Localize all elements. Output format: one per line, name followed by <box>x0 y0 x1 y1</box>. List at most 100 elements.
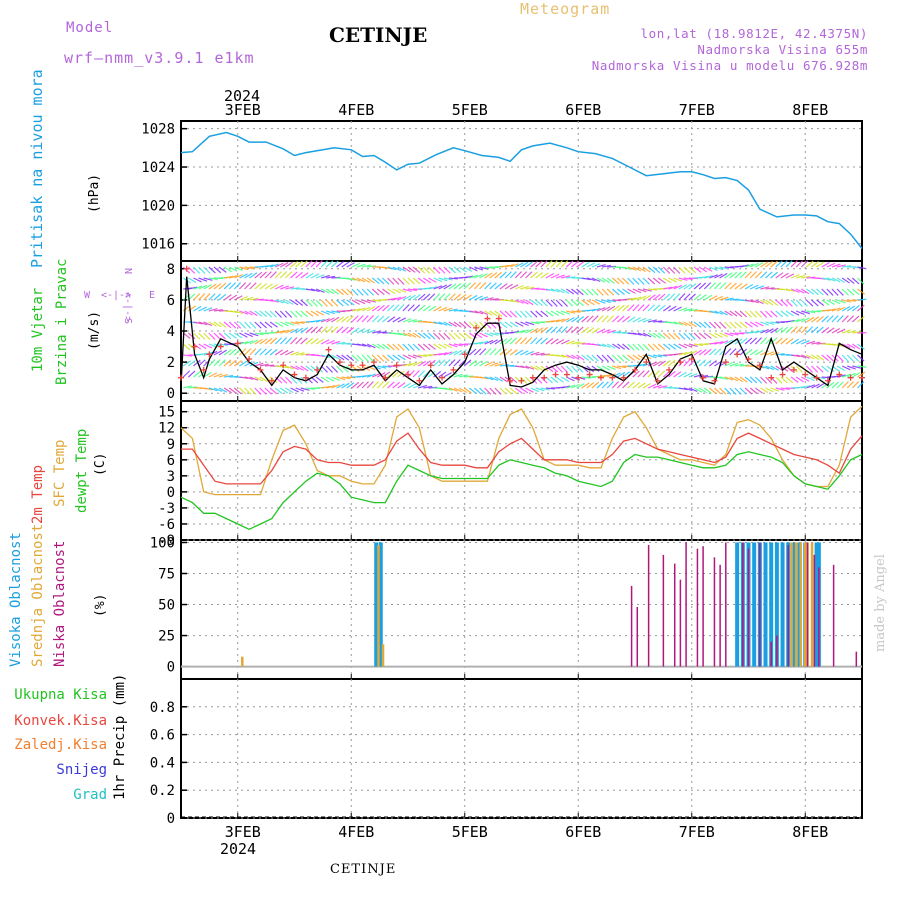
y-tick-label: -6 <box>158 517 175 533</box>
wind-barb <box>438 321 448 326</box>
wind-barb <box>739 387 747 395</box>
wind-barb <box>433 321 443 325</box>
wind-barb <box>576 261 585 268</box>
wind-barb <box>371 288 380 296</box>
model-elevation-info: Nadmorska Visina u modelu 676.928m <box>591 58 868 73</box>
wind-barb <box>274 271 282 279</box>
wind-barb <box>371 277 380 285</box>
wind-barb <box>801 310 811 315</box>
wind-barb <box>688 332 696 340</box>
wind-barb <box>443 359 451 367</box>
wind-barb <box>464 375 474 378</box>
wind-barb <box>571 299 579 307</box>
wind-barb <box>458 282 467 290</box>
wind-barb <box>739 364 749 367</box>
wind-barb <box>765 321 775 325</box>
wind-barb <box>739 271 747 279</box>
wind-barb <box>514 376 523 384</box>
wind-barb <box>565 260 574 268</box>
precip-legend: Ukupna Kisa Konvek.Kisa Zaledj.Kisa Snij… <box>14 687 107 803</box>
wind-barb <box>376 381 385 389</box>
wind-barb <box>561 385 571 389</box>
wind-barb <box>806 376 815 382</box>
wind-barb <box>729 376 739 382</box>
wind-barb <box>438 284 447 290</box>
wind-barb <box>193 285 203 290</box>
wind-barb <box>228 387 237 394</box>
wind-barb <box>504 271 512 279</box>
wind-barb <box>652 304 661 312</box>
wind-barb <box>448 293 456 301</box>
wind-barb <box>744 348 753 356</box>
wind-barb <box>780 288 790 292</box>
wind-barb <box>663 277 672 284</box>
cloud-mid-bar <box>804 542 807 667</box>
wind-barb <box>223 359 232 367</box>
y-tick-label: -3 <box>158 501 175 517</box>
wind-barb <box>397 317 407 323</box>
wind-barb <box>780 337 789 345</box>
wind-barb <box>765 365 775 371</box>
wind-barb <box>555 274 565 279</box>
wind-barb <box>714 282 722 290</box>
wind-barb <box>719 321 727 329</box>
wind-barb <box>233 321 242 329</box>
compass-s: S <box>122 318 133 324</box>
wind-barb <box>755 262 764 268</box>
wind-barb <box>305 288 315 292</box>
wind-barb <box>765 376 773 384</box>
wind-barb <box>366 329 376 334</box>
wind-barb <box>749 284 759 290</box>
wind-barb <box>336 376 346 381</box>
wind-barb <box>749 321 759 328</box>
wind-barb <box>765 351 775 356</box>
wind-barb <box>785 310 794 317</box>
wind-barb <box>755 329 765 334</box>
wind-barb <box>841 288 850 296</box>
wind-barb <box>315 288 325 293</box>
wind-gust-marker <box>473 324 480 331</box>
cloud-high-bar <box>791 542 796 667</box>
wind-barb <box>719 387 727 395</box>
wind-barb <box>443 293 451 301</box>
wind-barb <box>473 321 482 329</box>
wind-barb <box>805 299 814 307</box>
wind-barb <box>453 309 463 312</box>
wind-gust-marker <box>416 377 423 384</box>
wind-barb <box>836 381 844 389</box>
wind-barb <box>703 321 712 329</box>
wind-barb <box>550 376 559 384</box>
wind-barb <box>622 354 630 362</box>
wind-barb <box>668 285 678 290</box>
wind-barb <box>331 316 340 323</box>
wind-barb <box>591 277 601 282</box>
wind-gust-marker <box>597 374 604 381</box>
wind-barb <box>320 376 330 383</box>
wind-barb <box>274 387 283 395</box>
wind-barb <box>744 310 752 318</box>
wind-barb <box>586 299 595 306</box>
wind-barb <box>285 271 293 279</box>
wind-barb <box>571 288 579 295</box>
wind-barb <box>760 365 770 370</box>
wind-barb <box>535 337 543 345</box>
wind-barb <box>535 352 545 356</box>
wind-barb <box>770 321 780 324</box>
wind-barb <box>622 304 630 312</box>
wind-barb <box>591 343 601 347</box>
wind-barb <box>662 266 671 274</box>
wind-barb <box>336 310 346 313</box>
wind-barb <box>826 299 835 305</box>
wind-barb <box>387 316 396 323</box>
wind-barb <box>754 271 763 279</box>
wind-barb <box>525 299 534 306</box>
wind-barb <box>279 310 288 318</box>
wind-barb <box>545 326 554 334</box>
wind-barb <box>326 376 335 382</box>
wind-barb <box>755 321 764 327</box>
wind-barb <box>606 381 614 389</box>
wind-barb <box>805 260 814 268</box>
wind-barb <box>285 321 295 326</box>
wind-barb <box>448 332 456 340</box>
wind-barb <box>790 288 800 293</box>
